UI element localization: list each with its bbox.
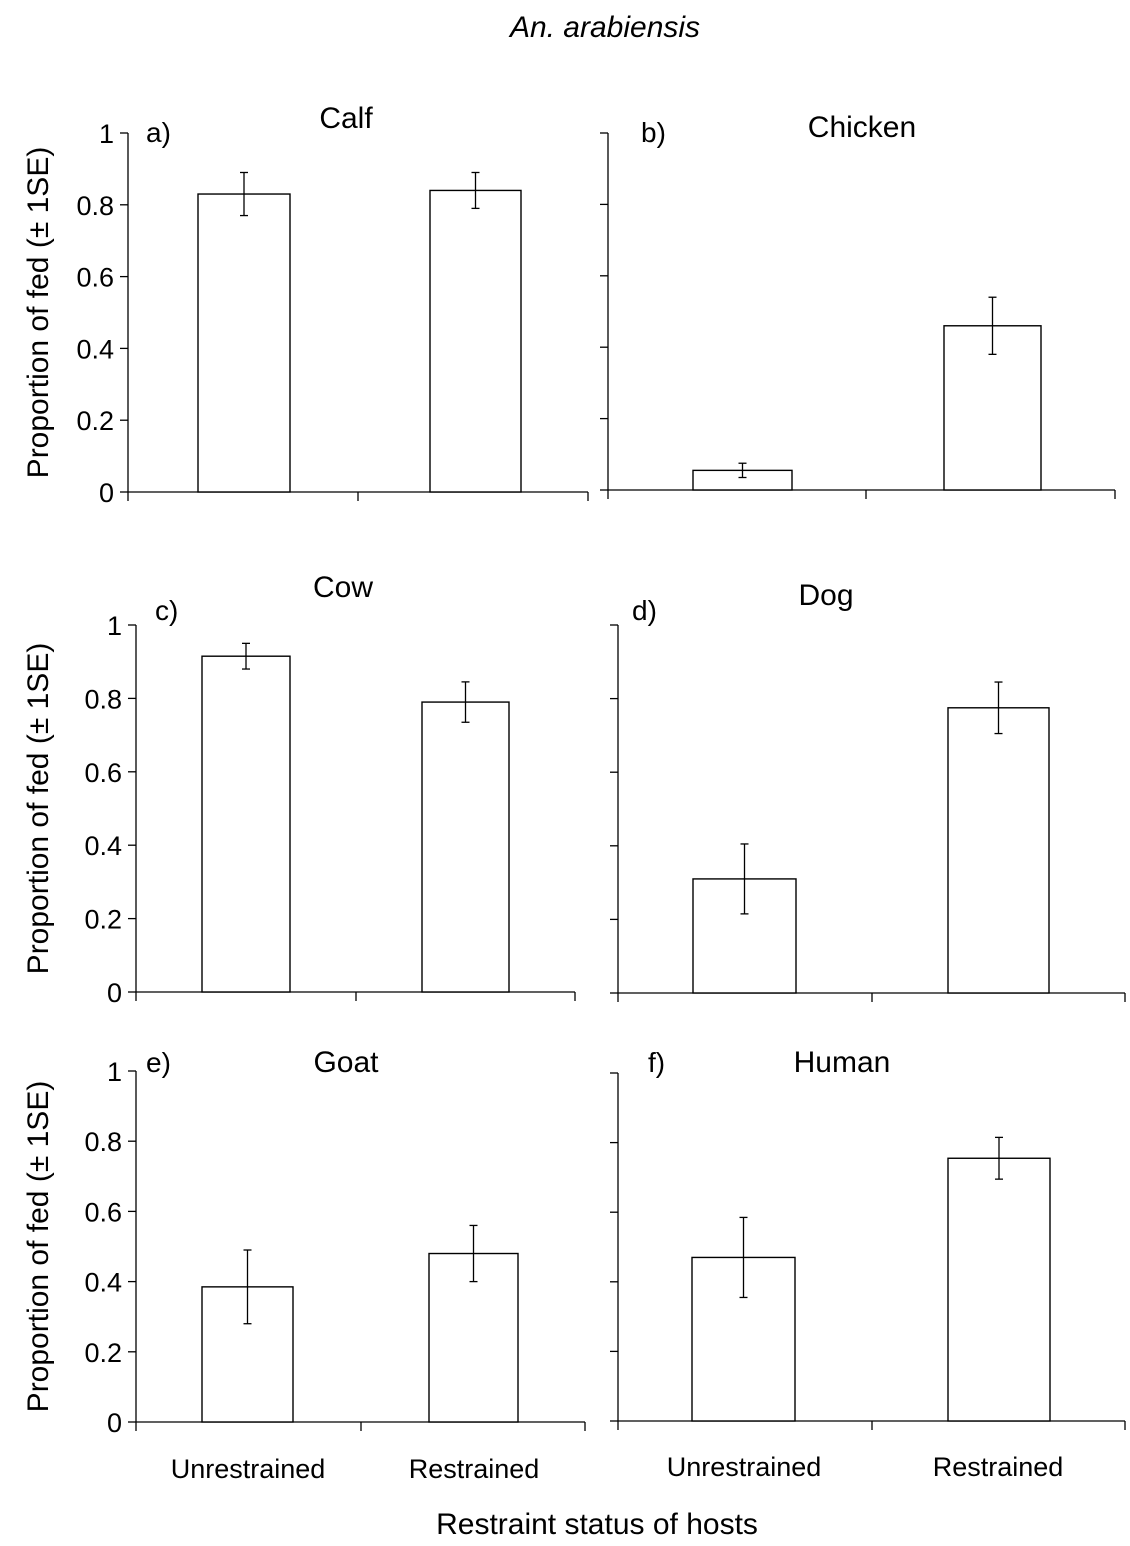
bar-d-unrestrained bbox=[692, 878, 797, 994]
y-tick-label: 0.6 bbox=[76, 263, 114, 293]
panel-title-d: Dog bbox=[798, 579, 853, 612]
y-tick-label: 0.4 bbox=[76, 334, 114, 364]
category-label-left-restrained: Restrained bbox=[409, 1454, 540, 1484]
bar-a-restrained bbox=[429, 189, 522, 493]
panel-title-e: Goat bbox=[313, 1046, 379, 1079]
panel-letter-a: a) bbox=[146, 117, 171, 148]
y-tick-label: 0.6 bbox=[84, 758, 122, 788]
panel-title-b: Chicken bbox=[808, 111, 916, 144]
y-tick-label: 0.8 bbox=[84, 684, 122, 714]
y-tick-label: 0 bbox=[99, 478, 114, 508]
panel-title-f: Human bbox=[794, 1046, 891, 1079]
y-tick-label: 0.4 bbox=[84, 831, 122, 861]
bar-c-restrained bbox=[421, 701, 510, 993]
category-label-right-unrestrained: Unrestrained bbox=[667, 1452, 822, 1482]
figure-title: An. arabiensis bbox=[508, 11, 700, 44]
panel-letter-c: c) bbox=[155, 595, 178, 626]
y-tick-label: 0.4 bbox=[84, 1268, 122, 1298]
panel-letter-e: e) bbox=[146, 1047, 171, 1078]
y-axis-label-a: Proportion of fed (± 1SE) bbox=[22, 147, 55, 479]
y-tick-label: 0.2 bbox=[76, 406, 114, 436]
y-axis-label-c: Proportion of fed (± 1SE) bbox=[22, 643, 55, 975]
y-tick-label: 0.2 bbox=[84, 1338, 122, 1368]
panel-f: f) Human bbox=[610, 1046, 1126, 1430]
category-label-right-restrained: Restrained bbox=[933, 1452, 1064, 1482]
y-tick-label: 0 bbox=[107, 1408, 122, 1438]
y-tick-label: 0.8 bbox=[76, 191, 114, 221]
panel-e: 0 0.2 0.4 0.6 0.8 1 e) Goat Proportion of fed (±… bbox=[22, 1046, 586, 1438]
y-axis-label-e: Proportion of fed (± 1SE) bbox=[22, 1081, 55, 1413]
panel-a: 0 0.2 0.4 0.6 0.8 1 a) Calf Proportion of fed (±… bbox=[22, 102, 589, 508]
y-tick-label: 0.6 bbox=[84, 1197, 122, 1227]
panel-c: 0 0.2 0.4 0.6 0.8 1 c) Cow Proportion of fed (± … bbox=[22, 571, 576, 1008]
panel-title-a: Calf bbox=[319, 102, 373, 135]
y-tick-label: 0.8 bbox=[84, 1127, 122, 1157]
bar-a-unrestrained bbox=[197, 193, 291, 493]
panel-d: d) Dog bbox=[610, 579, 1126, 1002]
x-axis-label: Restraint status of hosts bbox=[436, 1508, 758, 1541]
panel-b: b) Chicken bbox=[600, 111, 1116, 499]
panel-letter-f: f) bbox=[648, 1047, 665, 1078]
y-tick-label: 0 bbox=[107, 978, 122, 1008]
panel-title-c: Cow bbox=[313, 571, 373, 604]
y-tick-label: 1 bbox=[99, 119, 114, 149]
bar-d-restrained bbox=[947, 707, 1050, 994]
y-tick-label: 1 bbox=[107, 1057, 122, 1087]
panel-letter-d: d) bbox=[632, 595, 657, 626]
bar-c-unrestrained bbox=[201, 655, 291, 993]
y-tick-label: 1 bbox=[107, 611, 122, 641]
y-tick-label: 0.2 bbox=[84, 905, 122, 935]
panel-letter-b: b) bbox=[641, 117, 666, 148]
category-label-left-unrestrained: Unrestrained bbox=[171, 1454, 326, 1484]
bar-f-restrained bbox=[947, 1157, 1051, 1422]
